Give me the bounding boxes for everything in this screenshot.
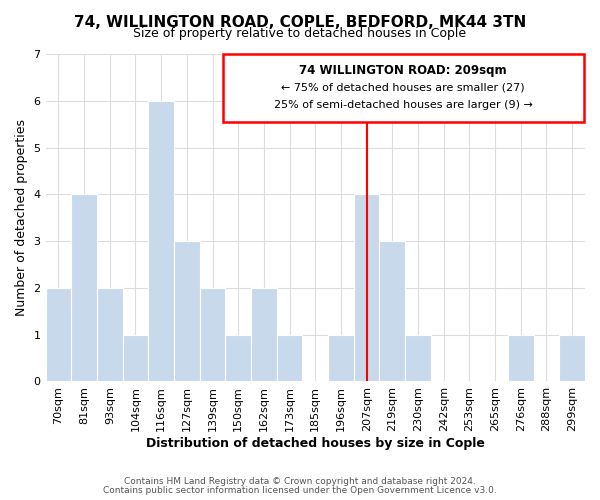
FancyBboxPatch shape	[223, 54, 584, 122]
Bar	[405, 334, 431, 382]
X-axis label: Distribution of detached houses by size in Cople: Distribution of detached houses by size …	[146, 437, 485, 450]
Text: Size of property relative to detached houses in Cople: Size of property relative to detached ho…	[133, 28, 467, 40]
Bar	[277, 334, 302, 382]
Bar	[148, 101, 174, 382]
Text: ← 75% of detached houses are smaller (27): ← 75% of detached houses are smaller (27…	[281, 83, 525, 93]
Text: 74, WILLINGTON ROAD, COPLE, BEDFORD, MK44 3TN: 74, WILLINGTON ROAD, COPLE, BEDFORD, MK4…	[74, 15, 526, 30]
Text: 25% of semi-detached houses are larger (9) →: 25% of semi-detached houses are larger (…	[274, 100, 533, 110]
Bar	[328, 334, 354, 382]
Bar	[379, 241, 405, 382]
Bar	[251, 288, 277, 382]
Bar	[559, 334, 585, 382]
Bar	[174, 241, 200, 382]
Bar	[226, 334, 251, 382]
Bar	[122, 334, 148, 382]
Bar	[97, 288, 122, 382]
Y-axis label: Number of detached properties: Number of detached properties	[15, 119, 28, 316]
Text: Contains HM Land Registry data © Crown copyright and database right 2024.: Contains HM Land Registry data © Crown c…	[124, 477, 476, 486]
Bar	[354, 194, 379, 382]
Bar	[71, 194, 97, 382]
Text: 74 WILLINGTON ROAD: 209sqm: 74 WILLINGTON ROAD: 209sqm	[299, 64, 507, 78]
Bar	[200, 288, 226, 382]
Text: Contains public sector information licensed under the Open Government Licence v3: Contains public sector information licen…	[103, 486, 497, 495]
Bar	[508, 334, 533, 382]
Bar	[46, 288, 71, 382]
